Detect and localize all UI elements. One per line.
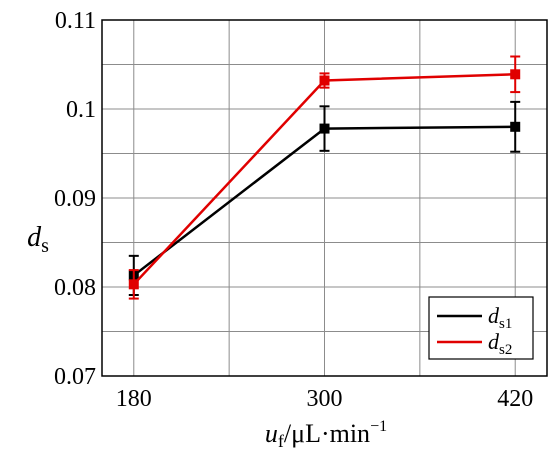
y-tick-label: 0.08 [54, 275, 96, 301]
y-tick-label: 0.11 [55, 8, 96, 34]
legend-box [428, 296, 534, 360]
y-axis-label: ds [27, 222, 49, 257]
y-axis-label-main: d [27, 222, 42, 253]
x-tick-label: 300 [307, 386, 343, 412]
y-tick-label: 0.07 [54, 364, 96, 390]
data-point [510, 69, 521, 80]
x-axis-label: uf/μL·min−1 [265, 418, 387, 451]
legend: ds1 ds2 [428, 296, 534, 360]
legend-entry-ds2: ds2 [488, 329, 512, 358]
legend-entry-ds1: ds1 [488, 303, 512, 332]
x-axis-label-sub: f [278, 431, 284, 451]
series-group [128, 55, 521, 300]
data-point [319, 123, 330, 134]
series-ds2 [128, 55, 521, 300]
y-tick-label: 0.1 [66, 97, 96, 123]
data-point [510, 121, 521, 132]
y-axis-label-sub: s [41, 235, 49, 257]
x-axis-label-sup: −1 [370, 418, 387, 435]
x-axis-label-main: u [265, 419, 278, 448]
x-tick-label: 180 [116, 386, 152, 412]
plot-frame [101, 19, 548, 377]
ticks: 0.07 0.08 0.09 0.1 0.11 180 300 420 [54, 8, 533, 412]
data-point [319, 75, 330, 86]
y-tick-label: 0.09 [54, 186, 96, 212]
data-point [128, 279, 139, 290]
x-axis-label-rest: /μL·min [284, 419, 370, 448]
x-tick-label: 420 [497, 386, 533, 412]
